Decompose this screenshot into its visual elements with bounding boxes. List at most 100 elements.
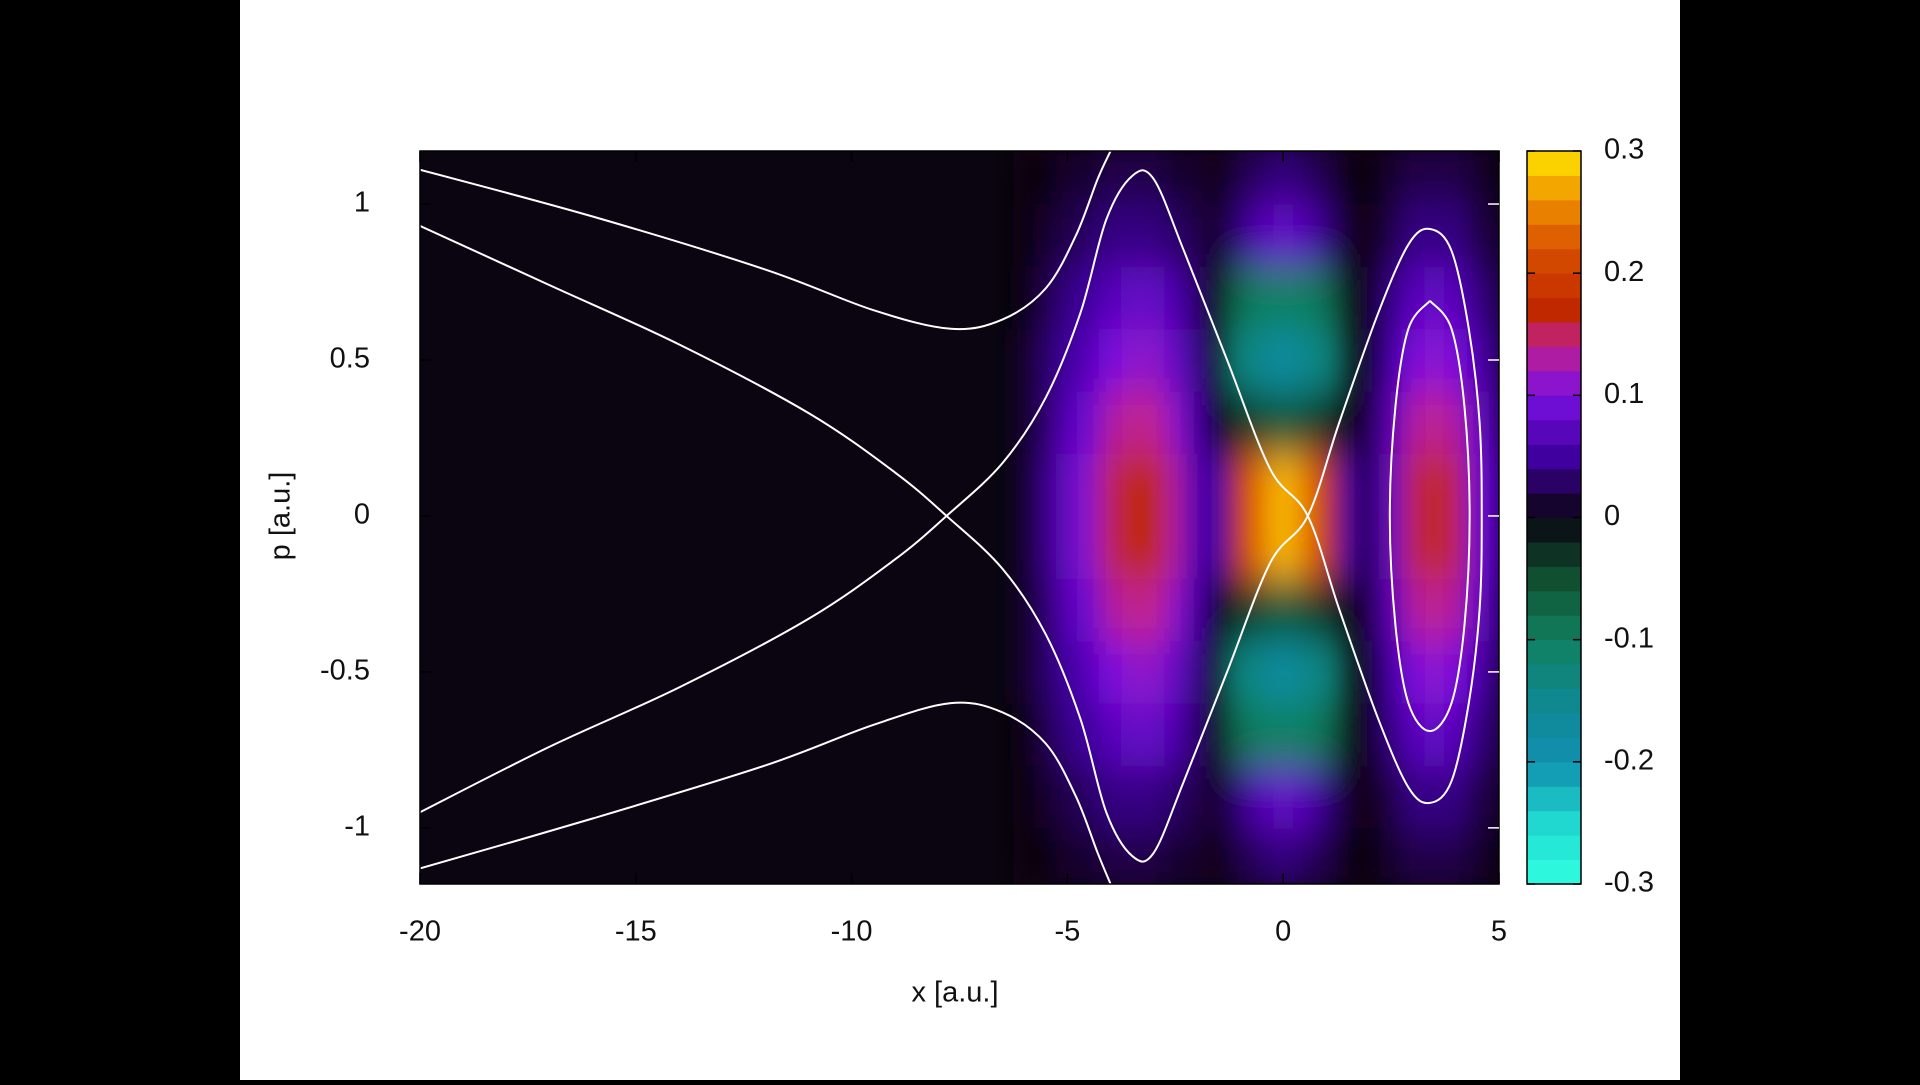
heatmap-cell — [1121, 578, 1144, 642]
heatmap-cell — [1380, 151, 1403, 205]
heatmap-cell — [1099, 765, 1122, 829]
heatmap-cell — [1121, 391, 1144, 455]
colorbar-swatch — [1527, 615, 1581, 641]
heatmap-cell — [1164, 266, 1187, 330]
heatmap-cell — [1445, 578, 1468, 642]
heatmap-cell — [1207, 765, 1230, 829]
heatmap-cell — [1423, 703, 1446, 766]
heatmap-cell — [1207, 151, 1230, 205]
contour-line — [420, 151, 1112, 331]
heatmap-cell — [1013, 391, 1036, 455]
heatmap-cell — [1121, 515, 1144, 579]
y-tick-label: -0.5 — [320, 655, 370, 687]
heatmap-cell — [1337, 266, 1360, 330]
heatmap-cell — [1078, 204, 1101, 267]
heatmap-cell — [1250, 703, 1273, 766]
heatmap-cell — [1035, 204, 1058, 267]
heatmap — [1013, 151, 1499, 884]
heatmap-cell — [1121, 703, 1144, 766]
heatmap-cell — [1035, 765, 1058, 829]
heatmap-cell — [1315, 827, 1338, 884]
heatmap-cell — [1250, 827, 1273, 884]
x-axis-label: x [a.u.] — [911, 977, 998, 1009]
heatmap-cell — [1142, 765, 1166, 829]
colorbar-swatch — [1527, 370, 1581, 396]
heatmap-cell — [1013, 266, 1036, 330]
heatmap-cell — [1488, 151, 1499, 205]
heatmap-cell — [1358, 151, 1381, 205]
y-tick-label: 0 — [354, 499, 370, 531]
heatmap-cell — [1164, 391, 1187, 455]
heatmap-cell — [1078, 703, 1101, 766]
heatmap-cell — [1078, 515, 1101, 579]
heatmap-cell — [1164, 827, 1187, 884]
heatmap-cell — [1013, 640, 1036, 704]
colorbar-swatch — [1527, 688, 1581, 714]
heatmap-cell — [1380, 266, 1403, 330]
x-tick-label: -10 — [831, 916, 873, 948]
heatmap-cell — [1078, 151, 1101, 205]
heatmap-cell — [1315, 266, 1338, 330]
heatmap-cell — [1423, 266, 1446, 330]
heatmap-cell — [1207, 453, 1230, 517]
heatmap-cell — [1380, 391, 1403, 455]
heatmap-cell — [1229, 827, 1252, 884]
heatmap-cell — [1445, 765, 1468, 829]
heatmap-cell — [1423, 515, 1446, 579]
colorbar-swatch — [1527, 761, 1581, 787]
heatmap-cell — [1488, 453, 1499, 517]
heatmap-cell — [1142, 453, 1166, 517]
heatmap-cell — [1315, 578, 1338, 642]
heatmap-cell — [1207, 515, 1230, 579]
heatmap-cell — [1186, 151, 1209, 205]
heatmap-cell — [1035, 640, 1058, 704]
colorbar-swatch — [1527, 395, 1581, 421]
heatmap-cell — [1142, 578, 1166, 642]
heatmap-cell — [1466, 266, 1489, 330]
heatmap-cell — [1164, 578, 1187, 642]
colorbar-swatch — [1527, 346, 1581, 372]
heatmap-cell — [1358, 578, 1381, 642]
heatmap-cell — [1099, 204, 1122, 267]
heatmap-cell — [1358, 640, 1381, 704]
heatmap-cell — [1380, 703, 1403, 766]
heatmap-cell — [1099, 578, 1122, 642]
heatmap-cell — [1229, 578, 1252, 642]
heatmap-cell — [1293, 827, 1317, 884]
heatmap-cell — [1056, 204, 1079, 267]
heatmap-cell — [1250, 151, 1273, 205]
heatmap-cell — [1445, 266, 1468, 330]
heatmap-cell — [1337, 578, 1360, 642]
contour-line — [420, 169, 1483, 863]
heatmap-cell — [1078, 578, 1101, 642]
heatmap-cell — [1423, 827, 1446, 884]
heatmap-cell — [1315, 515, 1338, 579]
heatmap-cell — [1056, 703, 1079, 766]
heatmap-cell — [1056, 391, 1079, 455]
heatmap-cell — [1445, 453, 1468, 517]
heatmap-cell — [1250, 640, 1273, 704]
heatmap-cell — [1380, 453, 1403, 517]
heatmap-cell — [1293, 453, 1317, 517]
heatmap-cell — [1272, 328, 1295, 392]
colorbar-swatch — [1527, 468, 1581, 494]
heatmap-cell — [1358, 266, 1381, 330]
heatmap-cell — [1293, 328, 1317, 392]
heatmap-cell — [1272, 266, 1295, 330]
heatmap-cell — [1186, 391, 1209, 455]
heatmap-cell — [1445, 703, 1468, 766]
heatmap-cell — [1078, 827, 1101, 884]
colorbar-swatch — [1527, 712, 1581, 738]
heatmap-cell — [1445, 640, 1468, 704]
heatmap-cell — [1121, 266, 1144, 330]
colorbar-swatch — [1527, 273, 1581, 299]
heatmap-cell — [1358, 391, 1381, 455]
heatmap-cell — [1229, 453, 1252, 517]
heatmap-cell — [1121, 328, 1144, 392]
heatmap-cell — [1164, 515, 1187, 579]
heatmap-cell — [1056, 578, 1079, 642]
colorbar-swatch — [1527, 224, 1581, 250]
heatmap-cell — [1013, 204, 1036, 267]
